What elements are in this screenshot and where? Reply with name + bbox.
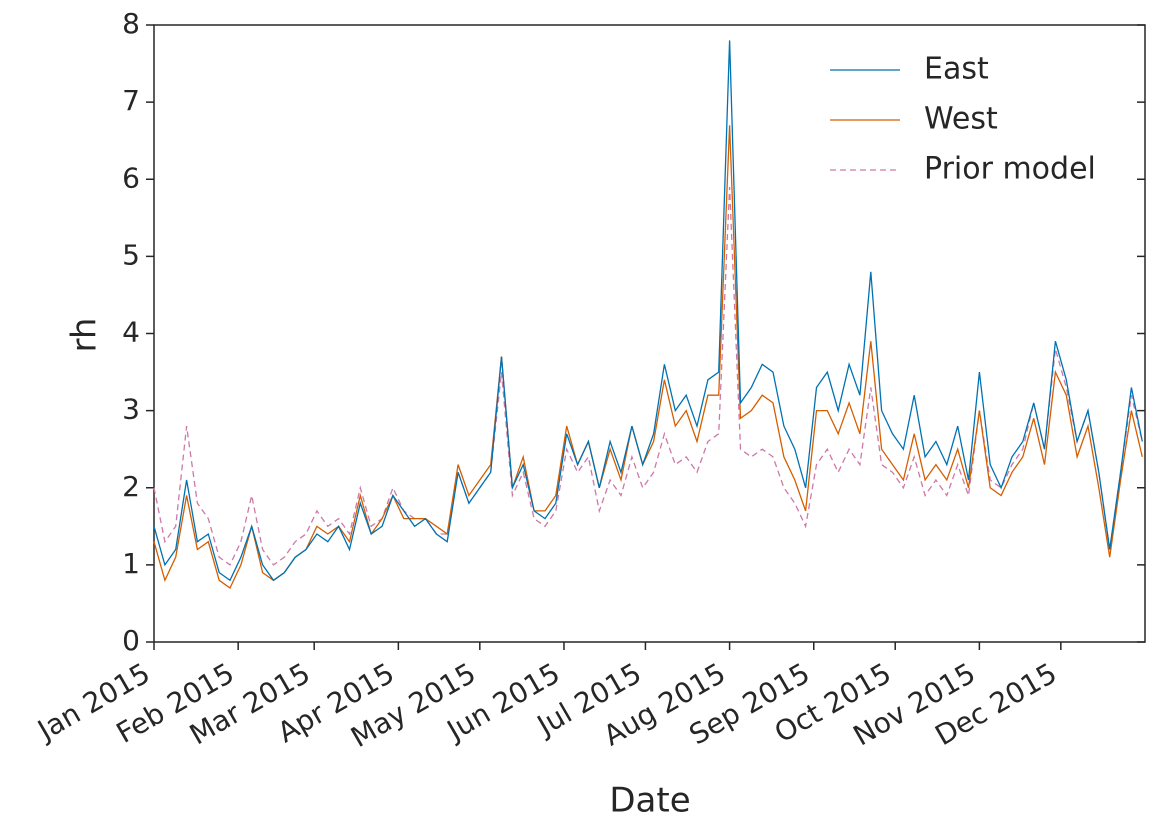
y-tick-label: 8 [122,7,140,40]
series-line [153,40,1143,582]
y-tick-label: 7 [122,84,140,117]
x-axis-label: Date [609,781,690,821]
legend-label: East [924,52,989,87]
y-tick-label: 0 [122,624,140,657]
y-tick-label: 2 [122,470,140,503]
y-tick-label: 3 [122,393,140,426]
y-tick-label: 6 [122,161,140,194]
legend-label: West [924,102,998,137]
legend-label: Prior model [924,152,1096,187]
y-tick-label: 4 [122,316,140,349]
y-tick-label: 1 [122,547,140,580]
series-line [153,125,1143,589]
y-axis-label: rh [65,318,105,353]
y-tick-label: 5 [122,238,140,271]
series-line [153,186,1143,566]
